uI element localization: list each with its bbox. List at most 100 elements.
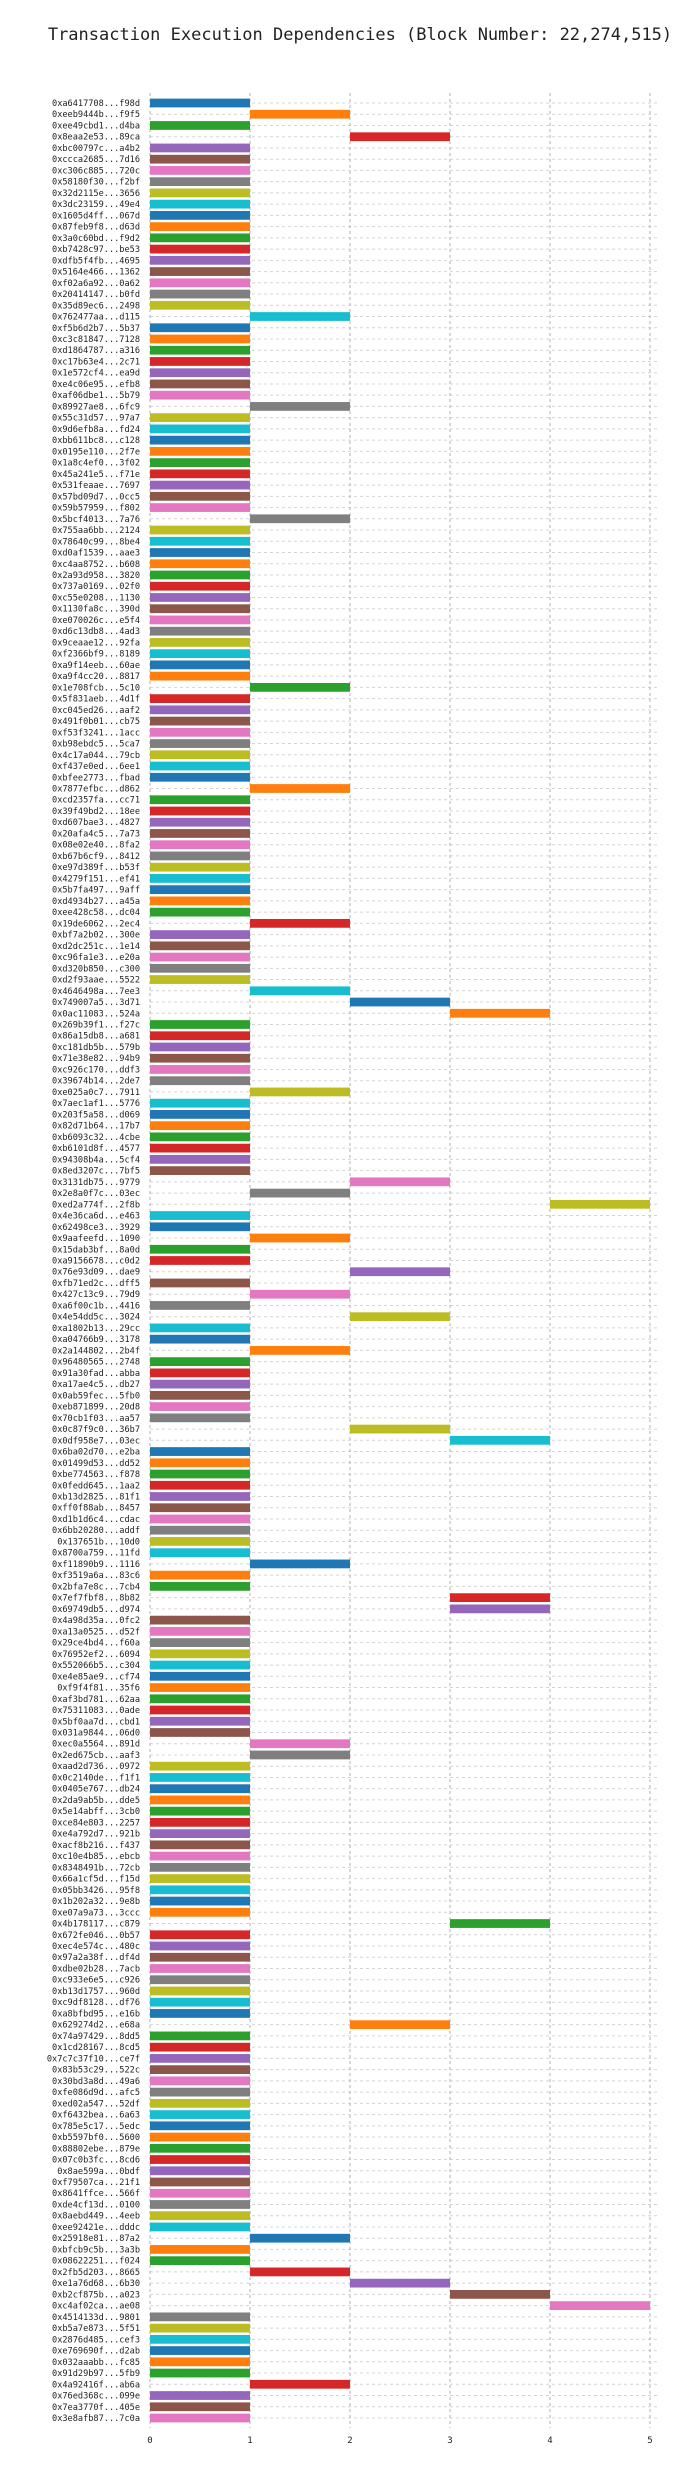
bar-81 [450,1008,550,1018]
bar-83 [150,1031,250,1041]
y-tick-label-153: 0xce84e803...2257 [52,1818,140,1828]
y-tick-label-175: 0x83b53c29...522c [52,2066,140,2076]
bar-53 [150,694,250,703]
bar-108 [350,1312,450,1322]
y-tick-label-16: 0xf02a6a92...0a62 [52,279,140,289]
bar-204 [150,2391,250,2400]
bar-117 [150,1413,250,1423]
y-tick-label-177: 0xfe086d9d...afc5 [52,2088,140,2098]
y-tick-label-104: 0x76e93d09...dae9 [52,1268,140,1278]
bar-33 [150,469,250,479]
bar-93 [150,1143,250,1153]
y-tick-label-55: 0x491f0b01...cb75 [52,717,140,727]
bar-73 [250,918,350,928]
bar-142 [150,1694,250,1704]
y-tick-label-137: 0x29ce4bd4...f60a [52,1639,140,1649]
y-tick-label-132: 0x2bfa7e8c...7cb4 [52,1582,140,1592]
y-tick-label-200: 0xe769690f...d2ab [52,2347,140,2357]
bar-43 [150,581,250,591]
bar-196 [550,2301,650,2311]
chart-title: Transaction Execution Dependencies (Bloc… [48,25,672,45]
y-tick-label-188: 0x8aebd449...4eeb [52,2212,140,2222]
x-tick-label-0: 0 [147,2436,152,2446]
y-tick-label-106: 0x427c13c9...79d9 [52,1290,140,1300]
bar-57 [150,739,250,748]
bar-107 [150,1301,250,1310]
bar-45 [150,604,250,614]
y-tick-label-17: 0x20414147...b0fd [52,290,140,300]
bar-156 [150,1851,250,1861]
y-tick-label-77: 0xd320b850...c300 [52,964,140,974]
bar-34 [150,480,250,490]
bar-115 [150,1390,250,1400]
bar-86 [150,1065,250,1074]
bar-192 [150,2256,250,2266]
bar-37 [250,514,350,524]
bar-206 [150,2413,250,2423]
y-tick-label-116: 0xeb871899...20d8 [52,1403,140,1413]
bar-184 [150,2166,250,2176]
y-tick-label-152: 0x5e14abff...3cb0 [52,1807,140,1817]
bar-146 [250,1739,350,1749]
y-tick-label-98: 0xed2a774f...2f8b [52,1200,140,1210]
y-tick-label-191: 0xbfcb9c5b...3a3b [52,2245,140,2255]
bar-173 [150,2042,250,2052]
y-tick-label-134: 0x69749db5...d974 [52,1605,140,1615]
bar-67 [150,851,250,861]
y-tick-label-26: 0xaf06dbe1...5b79 [52,391,140,401]
y-tick-label-0: 0xa6417708...f98d [52,99,140,109]
y-tick-label-79: 0x4646498a...7ee3 [52,987,140,997]
y-tick-label-57: 0xb98ebdc5...5ca7 [52,740,140,750]
y-tick-label-10: 0x1605d4ff...067d [52,211,140,221]
y-tick-label-122: 0xbe774563...f878 [52,1470,140,1480]
bar-125 [150,1503,250,1513]
bar-62 [150,795,250,805]
y-tick-label-59: 0xf437e0ed...6ee1 [52,762,140,772]
y-tick-label-84: 0xc181db5b...579b [52,1043,140,1053]
bar-190 [250,2233,350,2243]
bar-185 [150,2177,250,2187]
y-tick-label-87: 0x39674b14...2de7 [52,1077,140,1087]
bar-172 [150,2031,250,2041]
y-tick-label-190: 0x25918e81...87a2 [52,2234,140,2244]
bar-52 [250,682,350,692]
bar-104 [350,1267,450,1277]
bar-42 [150,570,250,580]
y-tick-label-21: 0xc3c81847...7128 [52,335,140,345]
bar-200 [150,2346,250,2355]
y-tick-label-76: 0xc96fa1e3...e20a [52,953,140,963]
y-tick-label-195: 0xb2cf875b...a023 [52,2290,140,2300]
y-tick-label-45: 0x1130fa8c...390d [52,605,140,615]
y-tick-label-12: 0x3a0c60bd...f9d2 [52,234,140,244]
y-tick-label-48: 0x9ceaae12...92fa [52,638,140,648]
bar-198 [150,2323,250,2333]
bar-203 [250,2379,350,2389]
bar-51 [150,671,250,681]
bar-63 [150,806,250,816]
y-tick-label-154: 0xe4a792d7...921b [52,1830,140,1840]
y-tick-label-110: 0xa04766b9...3178 [52,1335,140,1345]
y-tick-label-156: 0xc10e4b85...ebcb [52,1852,140,1862]
y-tick-label-166: 0xdbe02b28...7acb [52,1964,140,1974]
y-tick-label-151: 0x2da9ab5b...dde5 [52,1796,140,1806]
bar-162 [450,1919,550,1928]
bar-152 [150,1806,250,1816]
bars [150,98,650,2423]
y-tick-label-73: 0x19de6062...2ec4 [52,919,140,929]
bar-7 [150,177,250,187]
y-tick-label-23: 0xc17b63e4...2c71 [52,357,140,367]
y-tick-label-81: 0x0ac11083...524a [52,1009,140,1019]
bar-35 [150,491,250,501]
bar-0 [150,98,250,108]
bar-133 [450,1593,550,1603]
y-tick-label-133: 0x7ef7fbf8...8b82 [52,1594,140,1604]
y-tick-label-138: 0x76952ef2...6094 [52,1650,140,1660]
y-tick-label-93: 0xb6101d8f...4577 [52,1144,140,1154]
y-tick-label-31: 0x0195e110...2f7e [52,447,140,457]
bar-103 [150,1256,250,1265]
y-tick-label-68: 0xe97d389f...b53f [52,863,140,873]
y-tick-label-64: 0xd607bae3...4827 [52,818,140,828]
y-tick-label-150: 0x0405e767...db24 [52,1785,140,1795]
bar-49 [150,649,250,659]
y-tick-label-46: 0xe070026c...e5f4 [52,616,140,626]
